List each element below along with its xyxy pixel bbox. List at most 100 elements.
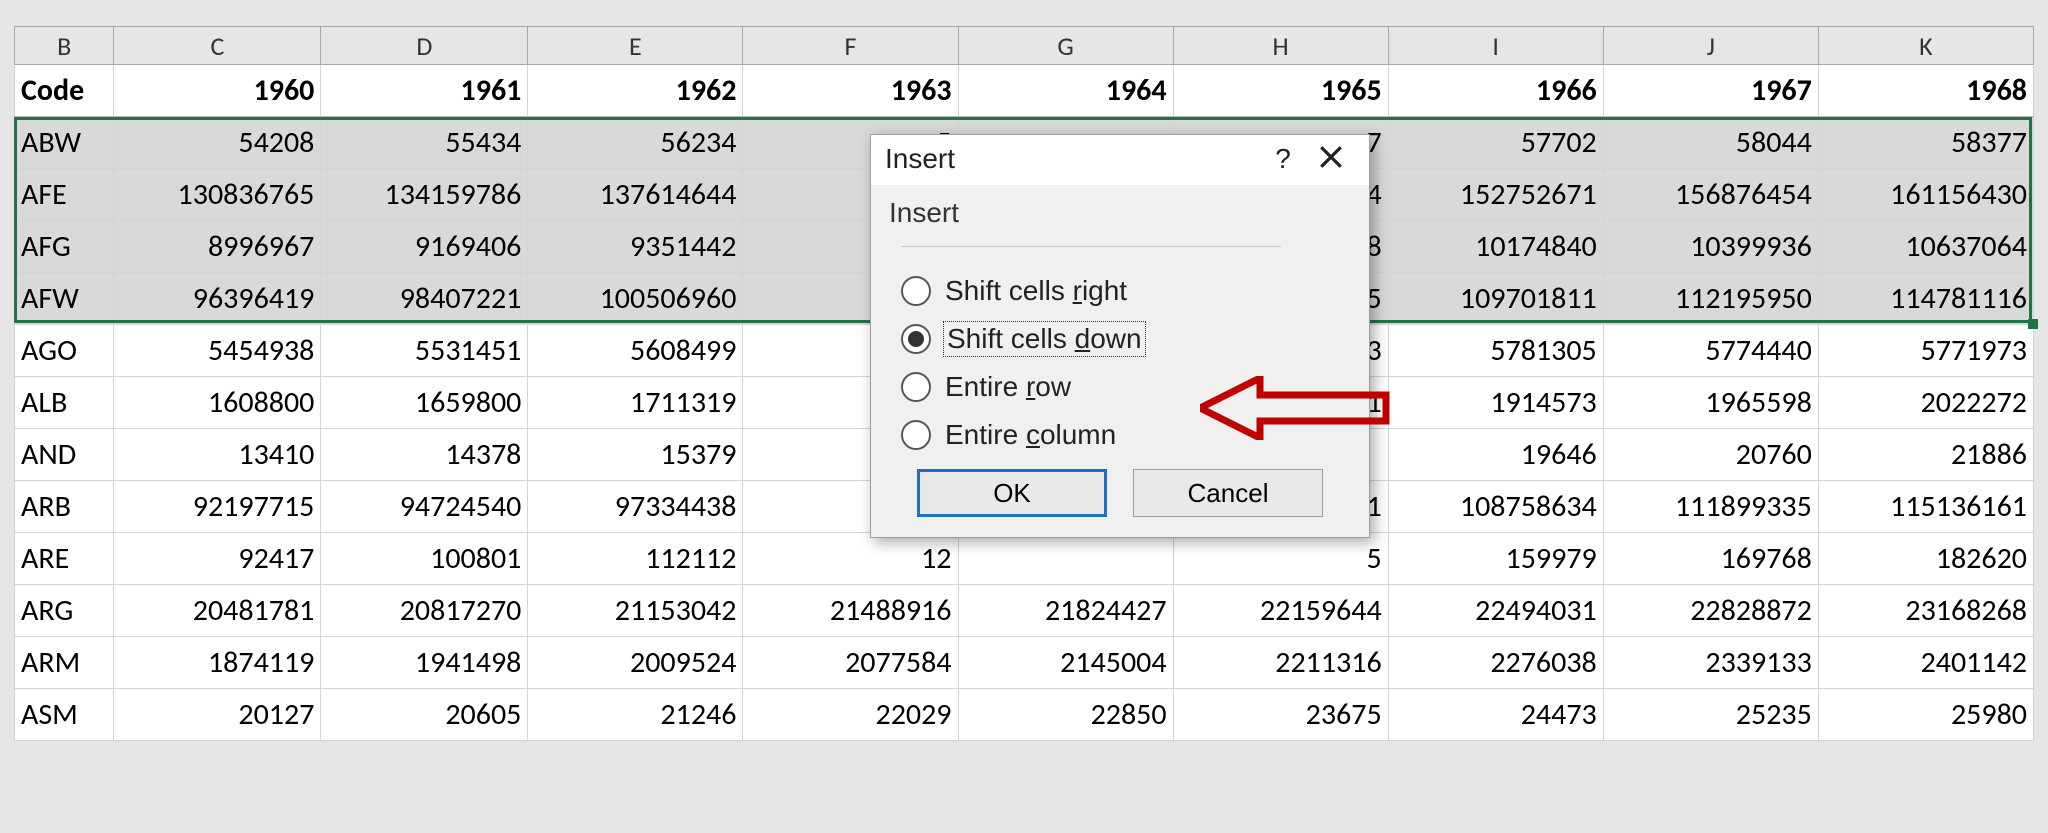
cell-value[interactable]: 2022272 (1818, 377, 2033, 429)
cell-value[interactable]: 1711319 (528, 377, 743, 429)
cell-code[interactable]: ABW (15, 117, 114, 169)
cell-value[interactable]: 2077584 (743, 637, 958, 689)
cell-value[interactable]: 137614644 (528, 169, 743, 221)
cell-value[interactable]: 22159644 (1173, 585, 1388, 637)
cell-code[interactable]: ARE (15, 533, 114, 585)
header-year[interactable]: 1965 (1173, 65, 1388, 117)
cell-code[interactable]: ARG (15, 585, 114, 637)
cell-value[interactable]: 22494031 (1388, 585, 1603, 637)
cell-value[interactable]: 22029 (743, 689, 958, 741)
header-year[interactable]: 1966 (1388, 65, 1603, 117)
cell-value[interactable]: 115136161 (1818, 481, 2033, 533)
cell-code[interactable]: AFE (15, 169, 114, 221)
cell-value[interactable]: 156876454 (1603, 169, 1818, 221)
column-header[interactable]: E (528, 27, 743, 65)
help-icon[interactable]: ? (1259, 143, 1307, 175)
cell-value[interactable]: 20605 (321, 689, 528, 741)
cell-value[interactable]: 58044 (1603, 117, 1818, 169)
header-year[interactable]: 1960 (114, 65, 321, 117)
cell-value[interactable]: 54208 (114, 117, 321, 169)
cell-value[interactable]: 10174840 (1388, 221, 1603, 273)
cell-value[interactable]: 100506960 (528, 273, 743, 325)
cell-value[interactable]: 98407221 (321, 273, 528, 325)
cell-value[interactable]: 56234 (528, 117, 743, 169)
cell-value[interactable]: 21886 (1818, 429, 2033, 481)
cell-value[interactable]: 1659800 (321, 377, 528, 429)
cell-value[interactable]: 108758634 (1388, 481, 1603, 533)
ok-button[interactable]: OK (917, 469, 1107, 517)
column-header[interactable]: I (1388, 27, 1603, 65)
cell-value[interactable]: 21824427 (958, 585, 1173, 637)
cell-value[interactable]: 97334438 (528, 481, 743, 533)
cell-value[interactable]: 182620 (1818, 533, 2033, 585)
cell-value[interactable]: 58377 (1818, 117, 2033, 169)
header-year[interactable]: 1967 (1603, 65, 1818, 117)
cell-value[interactable]: 5 (1173, 533, 1388, 585)
cell-value[interactable]: 2009524 (528, 637, 743, 689)
column-header[interactable]: B (15, 27, 114, 65)
cell-value[interactable]: 9169406 (321, 221, 528, 273)
cell-code[interactable]: AGO (15, 325, 114, 377)
cell-value[interactable]: 5531451 (321, 325, 528, 377)
cell-value[interactable]: 22850 (958, 689, 1173, 741)
cell-value[interactable]: 152752671 (1388, 169, 1603, 221)
cell-code[interactable]: AFW (15, 273, 114, 325)
cell-value[interactable]: 20481781 (114, 585, 321, 637)
insert-option[interactable]: Entire row (889, 363, 1351, 411)
cell-value[interactable]: 5781305 (1388, 325, 1603, 377)
cell-value[interactable]: 1941498 (321, 637, 528, 689)
insert-option[interactable]: Shift cells down (889, 315, 1351, 363)
cell-value[interactable]: 25235 (1603, 689, 1818, 741)
cell-value[interactable]: 2401142 (1818, 637, 2033, 689)
cell-value[interactable]: 5454938 (114, 325, 321, 377)
cell-value[interactable]: 2211316 (1173, 637, 1388, 689)
column-header[interactable]: D (321, 27, 528, 65)
cell-value[interactable]: 159979 (1388, 533, 1603, 585)
cell-value[interactable]: 2276038 (1388, 637, 1603, 689)
cell-value[interactable] (958, 533, 1173, 585)
cell-value[interactable]: 1874119 (114, 637, 321, 689)
cell-value[interactable]: 10637064 (1818, 221, 2033, 273)
cell-value[interactable]: 5608499 (528, 325, 743, 377)
cell-value[interactable]: 1608800 (114, 377, 321, 429)
cell-value[interactable]: 109701811 (1388, 273, 1603, 325)
cell-value[interactable]: 8996967 (114, 221, 321, 273)
cell-value[interactable]: 92417 (114, 533, 321, 585)
cell-value[interactable]: 169768 (1603, 533, 1818, 585)
cell-value[interactable]: 2145004 (958, 637, 1173, 689)
cell-value[interactable]: 92197715 (114, 481, 321, 533)
cell-value[interactable]: 14378 (321, 429, 528, 481)
column-header[interactable]: C (114, 27, 321, 65)
cell-value[interactable]: 21488916 (743, 585, 958, 637)
cell-value[interactable]: 134159786 (321, 169, 528, 221)
cell-value[interactable]: 22828872 (1603, 585, 1818, 637)
cell-value[interactable]: 112195950 (1603, 273, 1818, 325)
cell-code[interactable]: AND (15, 429, 114, 481)
cell-value[interactable]: 23675 (1173, 689, 1388, 741)
header-code[interactable]: Code (15, 65, 114, 117)
header-year[interactable]: 1964 (958, 65, 1173, 117)
header-year[interactable]: 1963 (743, 65, 958, 117)
cell-value[interactable]: 55434 (321, 117, 528, 169)
column-header[interactable]: J (1603, 27, 1818, 65)
cell-value[interactable]: 161156430 (1818, 169, 2033, 221)
cell-value[interactable]: 57702 (1388, 117, 1603, 169)
cell-value[interactable]: 21153042 (528, 585, 743, 637)
cell-value[interactable]: 13410 (114, 429, 321, 481)
cell-value[interactable]: 5774440 (1603, 325, 1818, 377)
header-year[interactable]: 1962 (528, 65, 743, 117)
cell-value[interactable]: 1965598 (1603, 377, 1818, 429)
cell-value[interactable]: 24473 (1388, 689, 1603, 741)
column-header[interactable]: H (1173, 27, 1388, 65)
cancel-button[interactable]: Cancel (1133, 469, 1323, 517)
cell-value[interactable]: 25980 (1818, 689, 2033, 741)
column-header[interactable]: G (958, 27, 1173, 65)
insert-option[interactable]: Entire column (889, 411, 1351, 459)
cell-code[interactable]: ALB (15, 377, 114, 429)
cell-value[interactable]: 23168268 (1818, 585, 2033, 637)
cell-value[interactable]: 21246 (528, 689, 743, 741)
header-year[interactable]: 1961 (321, 65, 528, 117)
cell-value[interactable]: 12 (743, 533, 958, 585)
insert-option[interactable]: Shift cells right (889, 267, 1351, 315)
cell-value[interactable]: 112112 (528, 533, 743, 585)
